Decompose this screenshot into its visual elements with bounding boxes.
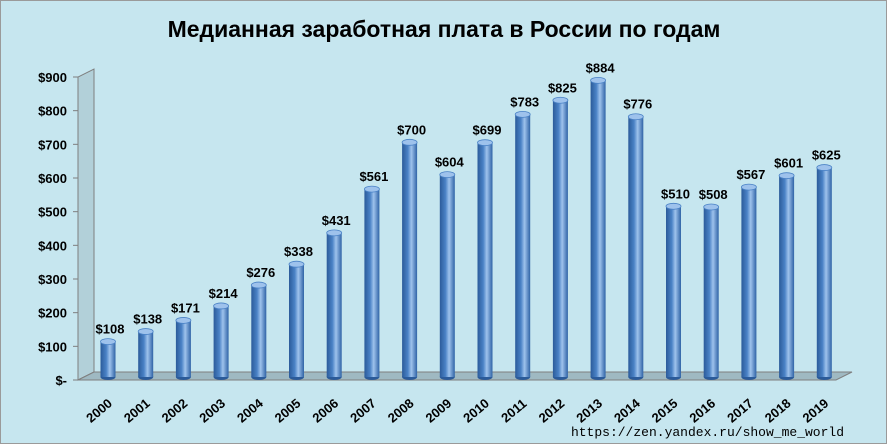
x-tick-label: 2003	[196, 396, 228, 426]
y-tick-label: $500	[38, 205, 67, 220]
bar	[514, 110, 531, 380]
bar	[401, 138, 418, 380]
data-labels: $108 $138 $171 $214 $276 $338 $431 $561 $700 $604…	[96, 60, 841, 336]
x-tick-label: 2011	[498, 396, 529, 426]
bar	[175, 317, 192, 380]
y-tick-label: $300	[38, 272, 67, 287]
y-tick-label: $900	[38, 70, 67, 85]
bars	[100, 76, 833, 380]
data-label: $508	[699, 187, 728, 202]
data-label: $171	[171, 300, 200, 315]
data-label: $625	[812, 148, 841, 163]
bar	[250, 281, 267, 380]
data-label: $214	[209, 286, 239, 301]
y-axis-ticks: $- $100 $200 $300 $400 $500 $600 $700 $800 $900	[38, 70, 78, 388]
data-label: $776	[623, 97, 652, 112]
bar	[665, 202, 682, 380]
chart-title: Медианная заработная плата в России по г…	[168, 16, 721, 42]
x-tick-label: 2017	[724, 396, 756, 426]
x-tick-label: 2004	[234, 395, 266, 426]
x-tick-label: 2000	[83, 396, 115, 426]
x-tick-label: 2014	[611, 395, 643, 426]
y-tick-label: $400	[38, 238, 67, 253]
bar	[439, 171, 456, 380]
y-tick-label: $100	[38, 339, 67, 354]
x-tick-label: 2006	[309, 396, 341, 426]
data-label: $884	[586, 60, 616, 75]
x-tick-label: 2018	[762, 396, 794, 426]
axes	[77, 68, 853, 381]
y-tick-label: $700	[38, 137, 67, 152]
y-tick-label: $-	[55, 373, 67, 388]
data-label: $604	[435, 155, 465, 170]
x-tick-label: 2013	[573, 396, 605, 426]
data-label: $699	[473, 123, 502, 138]
bar	[363, 185, 380, 380]
bar	[816, 164, 833, 380]
data-label: $700	[397, 122, 426, 137]
bar	[703, 203, 720, 380]
bar	[288, 260, 305, 380]
x-tick-label: 2015	[649, 396, 681, 426]
x-tick-label: 2002	[159, 396, 191, 426]
data-label: $601	[774, 156, 803, 171]
data-label: $338	[284, 244, 313, 259]
y-tick-label: $200	[38, 306, 67, 321]
data-label: $783	[510, 94, 539, 109]
data-label: $431	[322, 213, 351, 228]
x-axis-ticks: 2000 2001 2002 2003 2004 2005 2006 2007 2008 2009…	[83, 395, 831, 426]
data-label: $825	[548, 80, 577, 95]
data-label: $108	[96, 322, 125, 337]
bar	[100, 338, 116, 380]
data-label: $567	[736, 167, 765, 182]
bar	[552, 96, 569, 380]
x-tick-label: 2016	[686, 396, 718, 426]
data-label: $561	[359, 169, 388, 184]
x-tick-label: 2009	[423, 396, 455, 426]
x-tick-label: 2012	[536, 396, 568, 426]
y-tick-label: $800	[38, 104, 67, 119]
data-label: $510	[661, 186, 690, 201]
x-axis-floor	[77, 371, 853, 381]
x-tick-label: 2005	[272, 396, 304, 426]
bar	[590, 76, 606, 380]
data-label: $276	[246, 265, 275, 280]
bar	[137, 328, 154, 380]
bar	[778, 172, 795, 380]
y-tick-label: $600	[38, 171, 67, 186]
bar	[477, 139, 493, 380]
x-tick-label: 2008	[385, 396, 417, 426]
x-tick-label: 2010	[460, 396, 492, 426]
bar	[326, 229, 343, 380]
x-tick-label: 2001	[121, 396, 153, 426]
data-label: $138	[133, 312, 162, 327]
x-tick-label: 2007	[347, 396, 379, 426]
x-tick-label: 2019	[800, 396, 832, 426]
bar	[213, 302, 230, 380]
y-axis-wall	[77, 68, 95, 381]
bar	[741, 183, 757, 380]
source-link[interactable]: https://zen.yandex.ru/show_me_world	[571, 425, 844, 440]
bar	[627, 113, 644, 380]
